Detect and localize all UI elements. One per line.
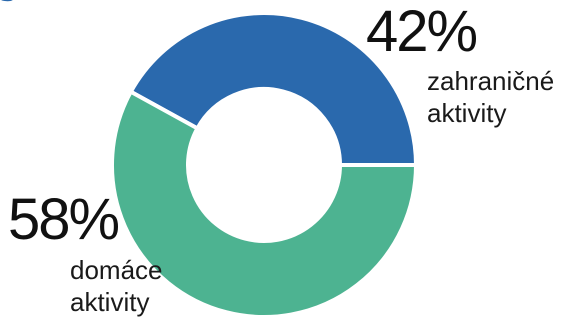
slice-label-foreign: zahraničné aktivity: [427, 65, 554, 129]
donut-slice-foreign: [128, 11, 419, 167]
slice-value-domestic: 58%: [8, 187, 120, 252]
slice-label-foreign-line-2: aktivity: [427, 98, 507, 128]
chart-title-fragment: s: [0, 0, 80, 8]
slice-value-foreign: 42%: [366, 0, 478, 64]
slice-label-domestic-line-2: aktivity: [70, 287, 150, 317]
slice-label-domestic: domáce aktivity: [70, 254, 163, 318]
donut-slice-domestic: [110, 89, 419, 319]
slice-label-domestic-line-1: domáce: [70, 255, 163, 285]
slice-label-foreign-line-1: zahraničné: [427, 66, 555, 96]
